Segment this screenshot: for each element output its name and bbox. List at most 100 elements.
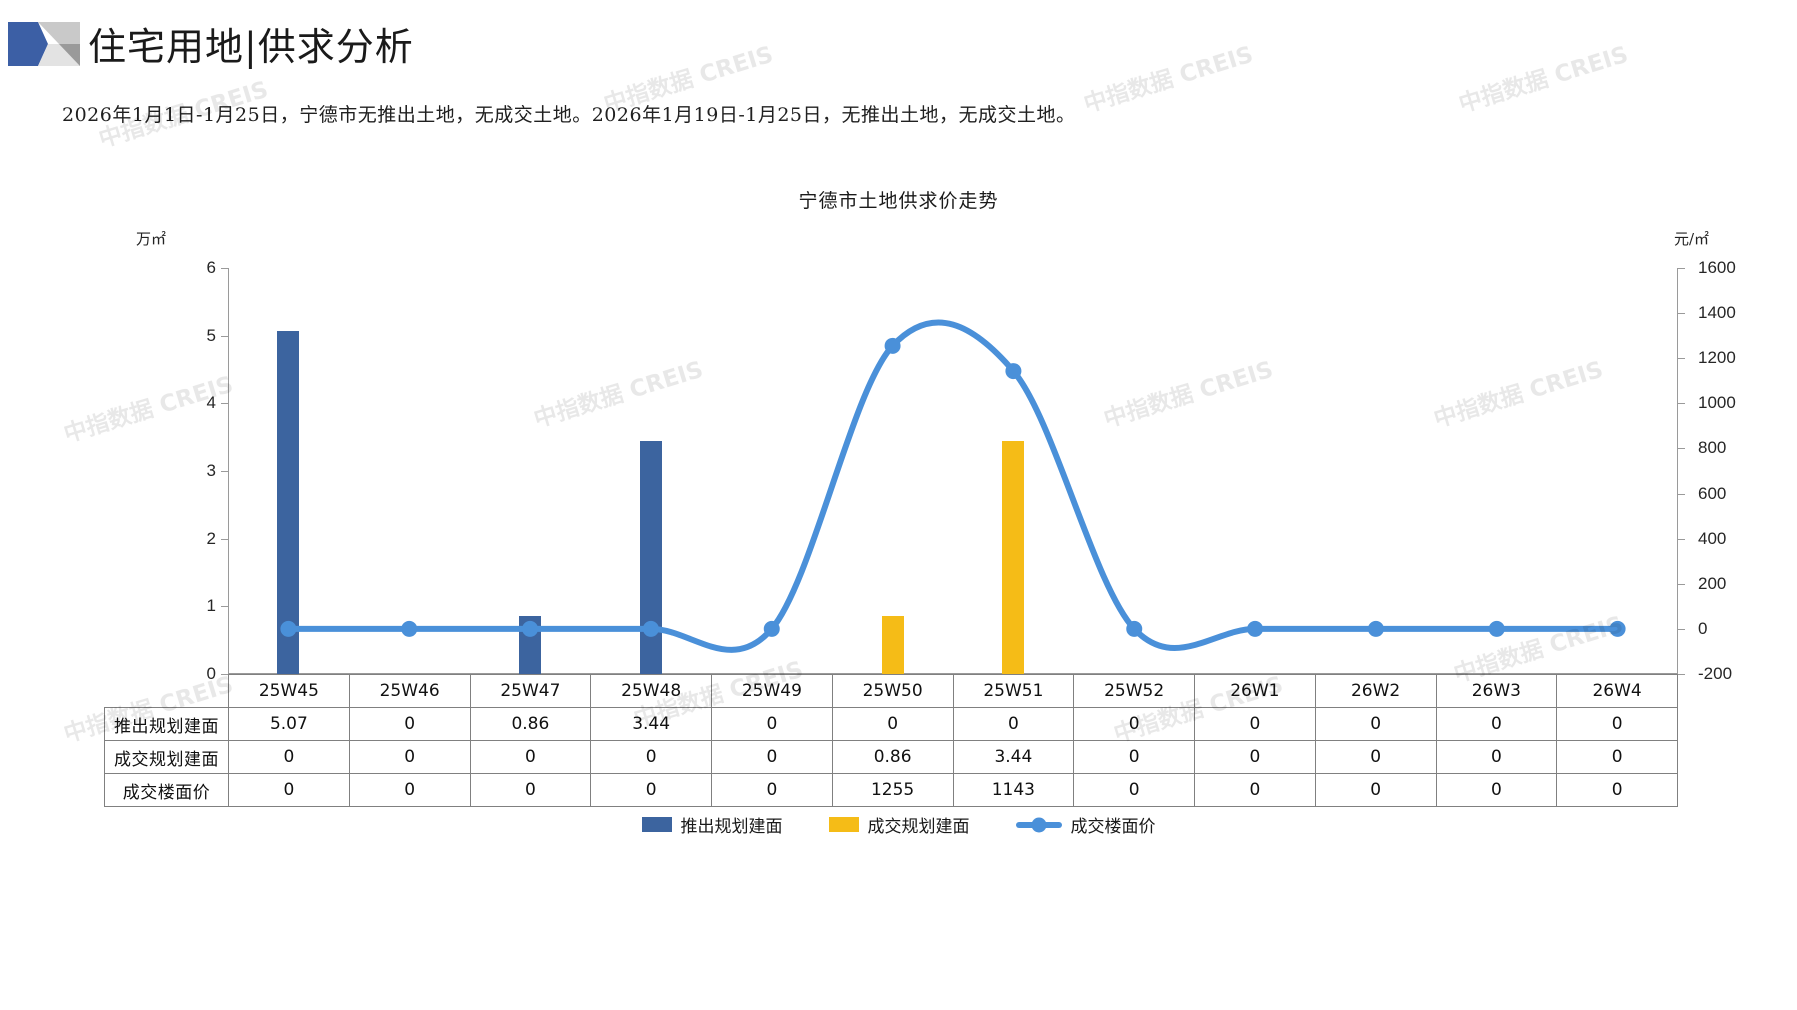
table-header-row: 25W45 25W46 25W47 25W48 25W49 25W50 25W51 25W52…	[105, 674, 1678, 708]
table-cell: 0	[469, 773, 592, 807]
legend-item-2[interactable]: 成交楼面价	[1015, 812, 1156, 837]
legend-label: 推出规划建面	[680, 817, 783, 837]
left-axis-tick-mark	[221, 471, 228, 472]
price-marker-26W4	[1609, 620, 1626, 637]
legend-label: 成交规划建面	[867, 817, 970, 837]
table-cell: 0	[348, 773, 471, 807]
table-col-header-26W1: 26W1	[1194, 674, 1316, 708]
table-cell: 0	[1435, 707, 1558, 741]
brand-logo-icon	[8, 22, 80, 66]
price-line-path	[285, 319, 1621, 653]
price-marker-25W49	[763, 620, 780, 637]
chart-plot-area: 6 5 4 3 2 1 0 1600 1400 1200 1000 800 600 400 200 0 -20…	[207, 258, 1736, 683]
table-cell: 0	[590, 773, 712, 807]
right-axis-tick-label: 800	[1698, 438, 1727, 458]
left-axis-tick-label: 3	[206, 461, 216, 480]
table-cell: 0	[590, 740, 712, 774]
left-axis-line	[228, 268, 229, 674]
table-cell: 0.86	[831, 740, 954, 774]
table-row: 推出规划建面 5.07 0 0.86 3.44 0 0 0 0 0 0 0 0	[104, 707, 1678, 741]
right-axis-tick-label: 1000	[1698, 393, 1736, 413]
right-axis-unit-label: 元/㎡	[1674, 230, 1710, 248]
table-col-header-25W46: 25W46	[348, 674, 471, 708]
table-col-header-25W50: 25W50	[831, 674, 954, 708]
table-cell: 0	[1194, 740, 1316, 774]
table-cell: 0	[711, 740, 833, 774]
price-marker-26W1	[1247, 620, 1264, 637]
table-cell: 0	[1435, 740, 1558, 774]
left-axis-tick-mark	[221, 403, 228, 405]
right-axis-tick-mark	[1678, 538, 1685, 540]
table-cell: 0	[1194, 707, 1316, 741]
left-axis-unit-label: 万㎡	[136, 230, 167, 248]
table-col-header-25W49: 25W49	[711, 674, 833, 708]
right-axis-tick-mark	[1678, 674, 1685, 675]
table-cell: 0	[1435, 773, 1558, 807]
left-axis-tick-label: 2	[206, 528, 216, 548]
right-axis-tick-label: -200	[1698, 664, 1733, 683]
right-axis-tick-mark	[1678, 403, 1685, 405]
chart-title: 宁德市土地供求价走势	[798, 190, 999, 212]
table-cell: 0	[1073, 707, 1195, 741]
price-marker-25W47	[522, 620, 539, 637]
table-row: 成交楼面价 0 0 0 0 0 1255 1143 0 0 0 0 0	[104, 773, 1678, 807]
table-cell: 0	[228, 740, 350, 774]
price-marker-25W48	[642, 620, 659, 637]
right-axis-tick-mark	[1678, 448, 1685, 450]
right-axis-tick-label: 1400	[1698, 303, 1736, 323]
table-row-label: 推出规划建面	[104, 707, 229, 741]
bar-supply-25W45	[277, 330, 300, 674]
table-cell: 0	[1314, 740, 1437, 774]
price-marker-25W51	[1005, 363, 1022, 380]
table-cell: 0	[1556, 707, 1678, 741]
left-axis-tick-label: 5	[206, 325, 216, 345]
bar-deal-25W51	[1002, 441, 1025, 674]
right-axis-tick-mark	[1678, 268, 1685, 269]
left-axis-tick-mark	[221, 606, 228, 608]
table-cell: 0	[1194, 773, 1316, 807]
table-col-header-25W52: 25W52	[1073, 674, 1195, 708]
table-cell: 0	[1314, 773, 1437, 807]
left-axis-tick-mark	[221, 335, 228, 337]
table-cell: 1255	[831, 773, 954, 807]
price-marker-26W3	[1488, 620, 1505, 637]
table-cell: 0	[1556, 740, 1678, 774]
table-cell: 0	[1073, 740, 1195, 774]
table-cell: 0	[469, 740, 592, 774]
left-axis-tick-mark	[221, 538, 228, 540]
price-marker-25W45	[280, 620, 297, 637]
price-marker-25W52	[1126, 620, 1143, 637]
left-axis-tick-label: 1	[206, 596, 216, 616]
table-cell: 0	[228, 773, 350, 807]
table-cell: 3.44	[590, 707, 712, 741]
x-axis-line	[228, 673, 1678, 674]
legend-item-0[interactable]: 推出规划建面	[641, 812, 783, 837]
right-axis-tick-label: 400	[1698, 528, 1727, 548]
table-col-header-25W45: 25W45	[228, 674, 350, 708]
right-axis-line	[1677, 268, 1678, 674]
right-axis-tick-label: 1200	[1698, 348, 1736, 368]
table-cell: 5.07	[228, 707, 350, 741]
table-cell: 0	[711, 773, 833, 807]
right-axis-tick-label: 1600	[1698, 258, 1736, 277]
table-cell: 0	[952, 707, 1075, 741]
bar-supply-25W48	[639, 441, 662, 674]
table-cell: 0	[1314, 707, 1437, 741]
table-row: 成交规划建面 0 0 0 0 0 0.86 3.44 0 0 0 0 0	[104, 740, 1678, 774]
right-axis-tick-mark	[1678, 493, 1685, 495]
right-axis-tick-mark	[1678, 628, 1685, 630]
legend-item-1[interactable]: 成交规划建面	[828, 812, 970, 837]
table-col-header-26W4: 26W4	[1556, 674, 1678, 708]
price-marker-25W46	[401, 620, 418, 637]
right-axis-tick-mark	[1678, 583, 1685, 585]
table-cell: 3.44	[952, 740, 1075, 774]
table-cell: 0.86	[469, 707, 592, 741]
left-axis-tick-mark	[221, 268, 228, 269]
table-cell: 0	[711, 707, 833, 741]
legend-swatch-icon	[828, 817, 859, 832]
table-col-header-25W47: 25W47	[469, 674, 592, 708]
right-axis-tick-mark	[1678, 358, 1685, 360]
table-col-header-25W48: 25W48	[590, 674, 712, 708]
right-axis-tick-label: 200	[1698, 573, 1727, 593]
